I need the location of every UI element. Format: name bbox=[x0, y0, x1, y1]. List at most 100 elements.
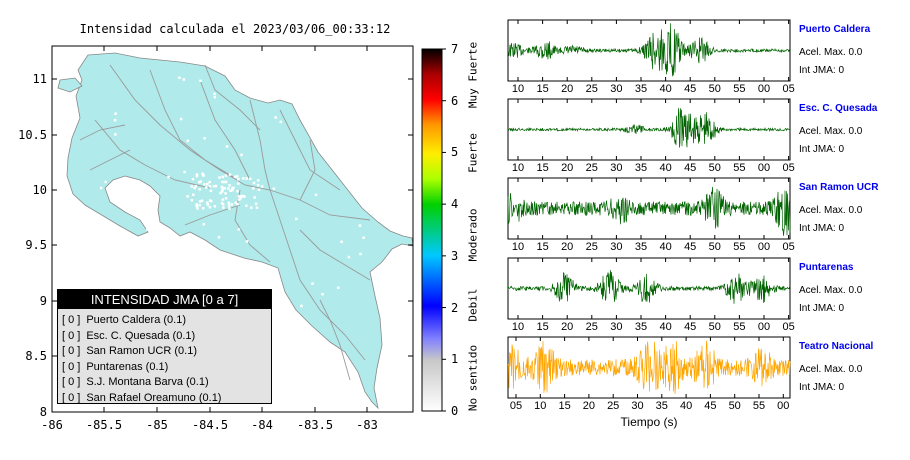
lon-tick-label: -83 bbox=[356, 418, 378, 432]
station-jma-intensity: Int JMA: 0 bbox=[799, 382, 845, 393]
waveform-tick-label: 30 bbox=[631, 400, 644, 412]
waveform-trace bbox=[507, 23, 791, 77]
lon-tick-label: -86 bbox=[41, 418, 63, 432]
lat-tick-label: 8.5 bbox=[25, 349, 47, 363]
waveform-tick-label: 20 bbox=[561, 162, 574, 174]
waveform-panel bbox=[507, 257, 791, 320]
station-markers bbox=[99, 76, 365, 370]
waveform-tick-label: 00 bbox=[757, 321, 771, 333]
lon-tick-label: -83.5 bbox=[296, 418, 334, 432]
waveform-tick-label: 25 bbox=[585, 83, 598, 95]
colorbar-tick-label: 2 bbox=[451, 300, 459, 315]
waveform-tick-label: 45 bbox=[684, 162, 697, 174]
waveform-tick-label: 40 bbox=[659, 162, 672, 174]
waveform-tick-label: 15 bbox=[558, 400, 571, 412]
station-acel-max: Acel. Max. 0.0 bbox=[799, 205, 863, 216]
waveform-tick-label: 05 bbox=[509, 400, 523, 412]
colorbar-category-label: Fuerte bbox=[466, 133, 480, 173]
waveform-tick-label: 30 bbox=[610, 241, 623, 253]
legend-item-badge: [ 0 ] bbox=[62, 391, 81, 404]
legend-title: INTENSIDAD JMA [0 a 7] bbox=[58, 290, 271, 309]
intensity-colorbar bbox=[421, 48, 443, 412]
station-jma-intensity: Int JMA: 0 bbox=[799, 65, 845, 76]
waveform-tick-label: 45 bbox=[684, 83, 697, 95]
waveform-tick-label: 05 bbox=[782, 162, 795, 174]
lat-tick-label: 9.5 bbox=[25, 238, 47, 252]
legend-item: [ 0 ] S.J. Montana Barva (0.1) bbox=[58, 375, 271, 391]
waveform-tick-label: 40 bbox=[679, 400, 693, 412]
waveform-tick-label: 50 bbox=[708, 321, 721, 333]
waveform-tick-label: 35 bbox=[655, 400, 668, 412]
waveform-tick-label: 55 bbox=[733, 162, 746, 174]
legend-item-text: Puntarenas (0.1) bbox=[86, 360, 169, 373]
legend-item-text: S.J. Montana Barva (0.1) bbox=[86, 376, 209, 388]
waveform-tick-label: 10 bbox=[511, 241, 525, 253]
waveform-tick-label: 10 bbox=[534, 400, 547, 412]
colorbar-tick-label: 7 bbox=[451, 42, 459, 56]
waveform-tick-label: 00 bbox=[757, 83, 771, 95]
station-name: Puntarenas bbox=[799, 262, 854, 273]
waveform-trace bbox=[507, 340, 791, 394]
station-jma-intensity: Int JMA: 0 bbox=[799, 303, 845, 314]
lat-tick-label: 10.5 bbox=[18, 128, 47, 142]
intensity-legend: INTENSIDAD JMA [0 a 7] [ 0 ] Puerto Calde… bbox=[57, 289, 272, 404]
station-acel-max: Acel. Max. 0.0 bbox=[799, 126, 863, 137]
waveform-tick-label: 20 bbox=[561, 241, 574, 253]
waveform-tick-label: 05 bbox=[782, 321, 795, 333]
legend-item-badge: [ 0 ] bbox=[62, 376, 81, 388]
nicoya-coast-detail bbox=[57, 77, 83, 93]
legend-item: [ 0 ] San Rafael Oreamuno (0.1) bbox=[58, 391, 271, 407]
waveform-panels bbox=[507, 19, 791, 399]
colorbar-tick-label: 4 bbox=[451, 197, 459, 212]
colorbar-category-label: No sentido bbox=[466, 344, 480, 412]
waveform-tick-label: 10 bbox=[511, 83, 525, 95]
waveform-trace bbox=[507, 270, 791, 304]
waveform-tick-label: 50 bbox=[708, 162, 721, 174]
waveform-tick-label: 25 bbox=[585, 321, 598, 333]
lat-tick-label: 8 bbox=[39, 405, 47, 419]
waveform-tick-label: 20 bbox=[561, 321, 574, 333]
waveform-tick-label: 45 bbox=[684, 321, 697, 333]
waveform-tick-label: 00 bbox=[757, 241, 771, 253]
waveform-tick-label: 25 bbox=[607, 400, 620, 412]
waveform-tick-label: 15 bbox=[536, 83, 549, 95]
waveform-trace bbox=[507, 108, 791, 148]
legend-item-badge: [ 0 ] bbox=[62, 345, 81, 357]
waveform-xlabel: Tiempo (s) bbox=[620, 415, 678, 429]
waveform-tick-label: 35 bbox=[634, 241, 648, 253]
colorbar-tick-label: 3 bbox=[451, 248, 459, 263]
map-frame bbox=[51, 45, 414, 413]
legend-item: [ 0 ] Esc. C. Quesada (0.1) bbox=[58, 329, 271, 345]
waveform-tick-label: 45 bbox=[704, 400, 717, 412]
colorbar-category-label: Moderado bbox=[466, 208, 480, 262]
waveform-tick-label: 55 bbox=[733, 241, 746, 253]
waveform-tick-label: 55 bbox=[733, 321, 746, 333]
lat-tick-label: 9 bbox=[39, 294, 47, 308]
station-acel-max: Acel. Max. 0.0 bbox=[799, 285, 863, 296]
map-title: Intensidad calculada el 2023/03/06_00:33… bbox=[79, 22, 391, 36]
legend-item-badge: [ 0 ] bbox=[62, 314, 81, 326]
waveform-tick-label: 40 bbox=[659, 83, 672, 95]
legend-item-text: San Rafael Oreamuno (0.1) bbox=[86, 391, 222, 404]
colorbar-category-label: Muy Fuerte bbox=[466, 41, 480, 109]
waveform-tick-label: 45 bbox=[684, 241, 697, 253]
waveform-tick-label: 35 bbox=[634, 83, 648, 95]
station-name: Puerto Caldera bbox=[799, 24, 871, 35]
waveform-tick-label: 10 bbox=[511, 321, 525, 333]
waveform-tick-label: 40 bbox=[659, 241, 672, 253]
waveform-tick-label: 10 bbox=[511, 162, 525, 174]
waveform-tick-label: 30 bbox=[610, 83, 623, 95]
waveform-tick-label: 15 bbox=[536, 241, 549, 253]
legend-item-text: Puerto Caldera (0.1) bbox=[86, 314, 187, 326]
station-acel-max: Acel. Max. 0.0 bbox=[799, 47, 863, 58]
waveform-tick-label: 20 bbox=[561, 83, 574, 95]
waveform-tick-label: 35 bbox=[634, 162, 648, 174]
lat-tick-label: 11 bbox=[32, 72, 47, 86]
legend-item-badge: [ 0 ] bbox=[62, 360, 81, 373]
waveform-tick-label: 05 bbox=[782, 241, 795, 253]
legend-item-badge: [ 0 ] bbox=[62, 329, 81, 342]
colorbar-category-label: Debil bbox=[466, 288, 480, 322]
station-acel-max: Acel. Max. 0.0 bbox=[799, 364, 863, 375]
station-name: Teatro Nacional bbox=[799, 341, 874, 352]
